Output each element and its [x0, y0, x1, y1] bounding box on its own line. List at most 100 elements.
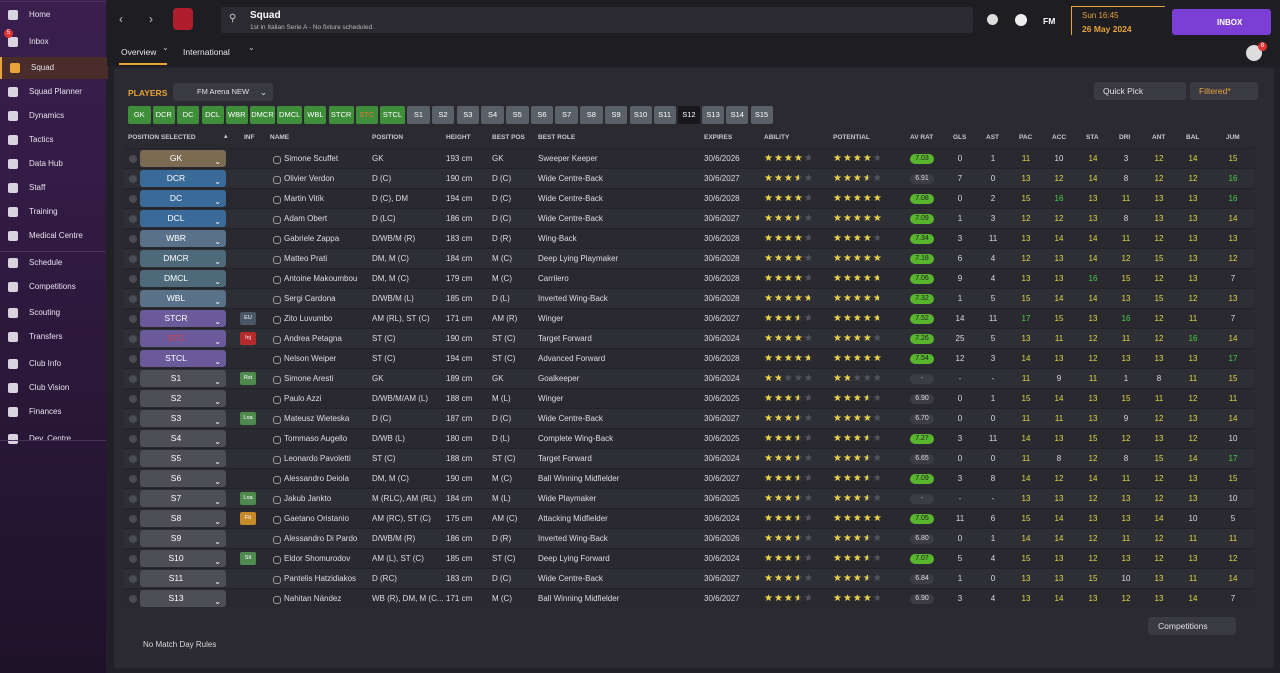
column-header[interactable]: ABILITY	[764, 134, 790, 141]
table-row[interactable]: S10 ⌄ Slt Eldor Shomurodov AM (L), ST (C) 185…	[124, 548, 1254, 569]
nav-item[interactable]: Data Hub	[0, 153, 106, 175]
position-selector[interactable]: S13 ⌄	[140, 590, 226, 607]
slot-button[interactable]: STCL	[380, 106, 405, 124]
table-row[interactable]: WBR ⌄ Gabriele Zappa D/WB/M (R) 183 cm D (R) W…	[124, 228, 1254, 249]
position-selector[interactable]: S10 ⌄	[140, 550, 226, 567]
column-header[interactable]: BEST ROLE	[538, 134, 576, 141]
position-selector[interactable]: GK ⌄	[140, 150, 226, 167]
forward-arrow[interactable]: ›	[149, 12, 153, 26]
table-row[interactable]: DMCL ⌄ Antoine Makoumbou DM, M (C) 179 cm M (…	[124, 268, 1254, 289]
club-badge[interactable]	[173, 8, 193, 30]
slot-button[interactable]: DMCL	[277, 106, 303, 124]
slot-button[interactable]: S3	[456, 106, 480, 124]
position-selector[interactable]: S11 ⌄	[140, 570, 226, 587]
nav-item[interactable]: Transfers	[0, 326, 106, 348]
nav-item[interactable]: Medical Centre	[0, 225, 106, 247]
nav-item[interactable]: Home	[0, 4, 106, 26]
column-header[interactable]: GLS	[953, 134, 967, 141]
nav-item[interactable]: Finances	[0, 401, 106, 423]
position-selector[interactable]: WBL ⌄	[140, 290, 226, 307]
column-header[interactable]: ANT	[1152, 134, 1166, 141]
slot-button[interactable]: STC	[355, 106, 378, 124]
column-header[interactable]: BAL	[1186, 134, 1200, 141]
table-row[interactable]: S9 ⌄ Alessandro Di Pardo D/WB/M (R) 186 cm D …	[124, 528, 1254, 549]
slot-button[interactable]: WBR	[225, 106, 248, 124]
view-dropdown[interactable]: FM Arena NEW ⌄	[173, 83, 273, 101]
column-header[interactable]: ACC	[1052, 134, 1067, 141]
position-selector[interactable]: S4 ⌄	[140, 430, 226, 447]
help-icon[interactable]	[1015, 14, 1027, 26]
competitions-dropdown[interactable]: Competitions	[1148, 617, 1236, 635]
position-selector[interactable]: DMCR ⌄	[140, 250, 226, 267]
position-selector[interactable]: WBR ⌄	[140, 230, 226, 247]
column-header[interactable]: AST	[986, 134, 999, 141]
nav-item[interactable]: Schedule	[0, 252, 106, 274]
position-selector[interactable]: S8 ⌄	[140, 510, 226, 527]
table-row[interactable]: S3 ⌄ Loa Mateusz Wieteska D (C) 187 cm D (C) Wi…	[124, 408, 1254, 429]
table-row[interactable]: S7 ⌄ Loa Jakub Jankto M (RLC), AM (RL) 184 cm…	[124, 488, 1254, 509]
nav-item[interactable]: Dynamics	[0, 105, 106, 127]
slot-button[interactable]: S2	[431, 106, 455, 124]
search-box[interactable]	[221, 7, 973, 33]
position-selector[interactable]: STCR ⌄	[140, 310, 226, 327]
table-row[interactable]: S5 ⌄ Leonardo Pavoletti ST (C) 188 cm ST (C) T…	[124, 448, 1254, 469]
table-row[interactable]: S2 ⌄ Paulo Azzi D/WB/M/AM (L) 188 cm M (L) Win…	[124, 388, 1254, 409]
slot-button[interactable]: S15	[750, 106, 773, 124]
column-header[interactable]: HEIGHT	[446, 134, 471, 141]
table-row[interactable]: STCR ⌄ EU Zito Luvumbo AM (RL), ST (C) 171 cm…	[124, 308, 1254, 329]
table-row[interactable]: S4 ⌄ Tommaso Augello D/WB (L) 180 cm D (L) Com…	[124, 428, 1254, 449]
icon[interactable]	[987, 14, 998, 25]
column-header[interactable]: AV RAT	[910, 134, 934, 141]
column-header[interactable]: INF	[244, 134, 255, 141]
slot-button[interactable]: S4	[481, 106, 504, 124]
nav-item[interactable]: Dev. Centre	[0, 428, 106, 450]
table-row[interactable]: GK ⌄ Simone Scuffet GK 193 cm GK Sweeper Keepe…	[124, 148, 1254, 169]
table-row[interactable]: S6 ⌄ Alessandro Deiola DM, M (C) 190 cm M (C)…	[124, 468, 1254, 489]
slot-button[interactable]: GK	[128, 106, 151, 124]
slot-button[interactable]: STCR	[328, 106, 354, 124]
table-row[interactable]: STCL ⌄ Nelson Weiper ST (C) 194 cm ST (C) Adva…	[124, 348, 1254, 369]
table-row[interactable]: S1 ⌄ Rst Simone Aresti GK 189 cm GK Goalkeeper 3…	[124, 368, 1254, 389]
table-row[interactable]: DC ⌄ Martin Vitík D (C), DM 194 cm D (C) Wide …	[124, 188, 1254, 209]
nav-item[interactable]: Inbox 5	[0, 29, 106, 53]
column-header[interactable]: EXPIRES	[704, 134, 733, 141]
position-selector[interactable]: S3 ⌄	[140, 410, 226, 427]
column-header[interactable]: BEST POS	[492, 134, 525, 141]
nav-item[interactable]: Tactics	[0, 129, 106, 151]
nav-item[interactable]: Squad	[0, 57, 108, 79]
position-selector[interactable]: S9 ⌄	[140, 530, 226, 547]
table-row[interactable]: DMCR ⌄ Matteo Prati DM, M (C) 184 cm M (C) Dee…	[124, 248, 1254, 269]
slot-button[interactable]: WBL	[304, 106, 327, 124]
nav-item[interactable]: Training	[0, 201, 106, 223]
slot-button[interactable]: S7	[555, 106, 578, 124]
slot-button[interactable]: S8	[580, 106, 603, 124]
slot-button[interactable]: DMCR	[250, 106, 275, 124]
column-header[interactable]: STA	[1086, 134, 1099, 141]
table-row[interactable]: S8 ⌄ Fit Gaetano Oristanio AM (RC), ST (C) 17…	[124, 508, 1254, 529]
table-row[interactable]: S13 ⌄ Nahitan Nández WB (R), DM, M (C... 171…	[124, 588, 1254, 609]
nav-item[interactable]: Competitions	[0, 276, 106, 298]
filter-button[interactable]: Filtered*	[1190, 82, 1258, 100]
nav-item[interactable]: Club Vision	[0, 377, 106, 399]
back-arrow[interactable]: ‹	[119, 12, 123, 26]
slot-button[interactable]: DCL	[201, 106, 224, 124]
column-header[interactable]: DRI	[1119, 134, 1131, 141]
slot-button[interactable]: S10	[629, 106, 652, 124]
position-selector[interactable]: S5 ⌄	[140, 450, 226, 467]
position-selector[interactable]: DCR ⌄	[140, 170, 226, 187]
column-header[interactable]: POSITION SELECTED	[128, 134, 196, 141]
slot-button[interactable]: S1	[407, 106, 430, 124]
table-row[interactable]: DCL ⌄ Adam Obert D (LC) 186 cm D (C) Wide Cent…	[124, 208, 1254, 229]
column-header[interactable]: JUM	[1226, 134, 1240, 141]
slot-button[interactable]: S6	[530, 106, 554, 124]
slot-button[interactable]: DC	[176, 106, 200, 124]
quick-pick[interactable]: Quick Pick	[1094, 82, 1186, 100]
position-selector[interactable]: DC ⌄	[140, 190, 226, 207]
position-selector[interactable]: DCL ⌄	[140, 210, 226, 227]
position-selector[interactable]: S2 ⌄	[140, 390, 226, 407]
column-header[interactable]: POTENTIAL	[833, 134, 870, 141]
position-selector[interactable]: DMCL ⌄	[140, 270, 226, 287]
slot-button[interactable]: DCR	[152, 106, 175, 124]
table-row[interactable]: WBL ⌄ Sergi Cardona D/WB/M (L) 185 cm D (L) In…	[124, 288, 1254, 309]
position-selector[interactable]: S6 ⌄	[140, 470, 226, 487]
